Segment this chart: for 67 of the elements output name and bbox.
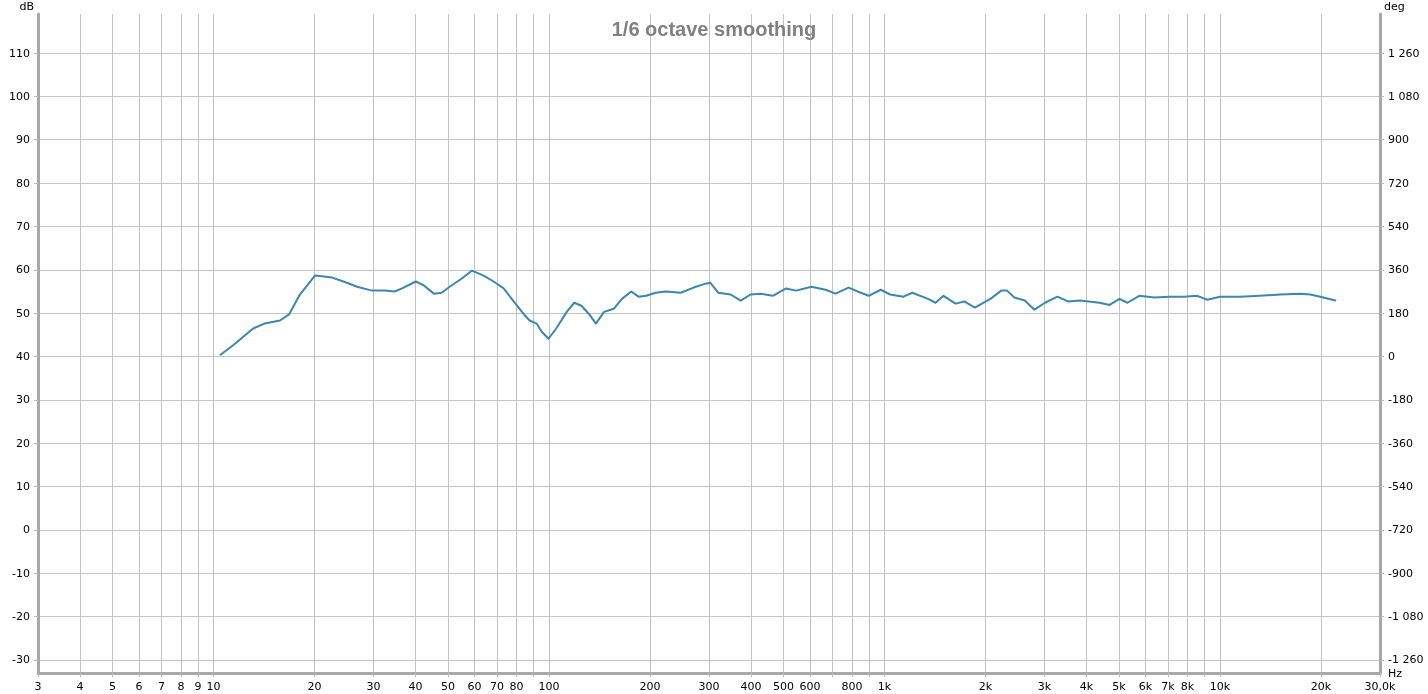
y-tick-label: 110 (9, 46, 30, 60)
y2-tick-label: -1 080 (1388, 610, 1424, 624)
y2-tick-label: 540 (1388, 219, 1409, 233)
y2-tick-label: -900 (1388, 566, 1413, 580)
y2-tick-label: 1 260 (1388, 46, 1420, 60)
y-tick-label: -20 (12, 610, 30, 624)
y-tick-label: 30 (16, 393, 30, 407)
x-tick-label: 20 (307, 680, 322, 693)
chart-title: 1/6 octave smoothing (611, 18, 817, 40)
x-tick-label: 10k (1209, 680, 1231, 693)
y2-tick-label: -720 (1388, 523, 1413, 537)
x-tick-label: 7k (1161, 680, 1176, 693)
x-tick-label: 60 (467, 680, 482, 693)
y2-tick-label: 180 (1388, 306, 1409, 320)
x-tick-label: 4 (76, 680, 84, 693)
x-tick-label: 8 (177, 680, 185, 693)
y-tick-label: 0 (23, 523, 30, 537)
y-axis-title: dB (19, 0, 34, 13)
y-tick-label: 40 (16, 350, 30, 364)
y2-tick-label: -360 (1388, 436, 1413, 450)
y2-axis-title: deg (1384, 0, 1405, 13)
y-tick-label: 50 (16, 306, 30, 320)
x-tick-label: 600 (799, 680, 821, 693)
y-tick-label: 90 (16, 133, 30, 147)
x-tick-label: 200 (639, 680, 661, 693)
y2-tick-label: 720 (1388, 176, 1409, 190)
y-tick-label: 100 (9, 89, 30, 103)
x-tick-label: 5k (1112, 680, 1127, 693)
x-tick-label: 6 (135, 680, 143, 693)
y2-tick-label: 360 (1388, 263, 1409, 277)
x-tick-label: 40 (408, 680, 423, 693)
y-tick-label: 20 (16, 436, 30, 450)
x-tick-label: 100 (538, 680, 560, 693)
x-tick-label: 3 (34, 680, 42, 693)
x-tick-label: 8k (1180, 680, 1195, 693)
x-tick-label: 3k (1037, 680, 1052, 693)
x-tick-label: 10 (206, 680, 221, 693)
y2-tick-label: 900 (1388, 133, 1409, 147)
y2-tick-label: 0 (1388, 350, 1395, 364)
x-tick-label: 70 (489, 680, 504, 693)
x-tick-label: 20k (1310, 680, 1332, 693)
y2-tick-label: -540 (1388, 480, 1413, 494)
y-tick-label: 10 (16, 480, 30, 494)
x-tick-label: 50 (440, 680, 455, 693)
x-tick-label: 30,0k (1364, 680, 1397, 693)
x-tick-label: 300 (698, 680, 720, 693)
y2-tick-label: -180 (1388, 393, 1413, 407)
x-tick-label: 400 (740, 680, 762, 693)
y-tick-label: 80 (16, 176, 30, 190)
y-tick-label: 60 (16, 263, 30, 277)
y2-tick-label: 1 080 (1388, 89, 1420, 103)
x-tick-label: 5 (108, 680, 116, 693)
x-axis-title: Hz (1388, 666, 1403, 680)
x-tick-label: 800 (841, 680, 863, 693)
x-tick-label: 7 (157, 680, 165, 693)
x-tick-label: 2k (978, 680, 993, 693)
y-tick-label: 70 (16, 219, 30, 233)
y2-tick-label: -1 260 (1388, 653, 1424, 667)
x-tick-label: 9 (194, 680, 202, 693)
y-tick-label: -30 (12, 653, 30, 667)
x-tick-label: 30 (366, 680, 381, 693)
x-tick-label: 4k (1079, 680, 1094, 693)
y-tick-label: -10 (12, 566, 30, 580)
x-tick-label: 500 (772, 680, 794, 693)
x-tick-label: 80 (509, 680, 524, 693)
x-tick-label: 1k (877, 680, 892, 693)
x-tick-label: 6k (1138, 680, 1153, 693)
